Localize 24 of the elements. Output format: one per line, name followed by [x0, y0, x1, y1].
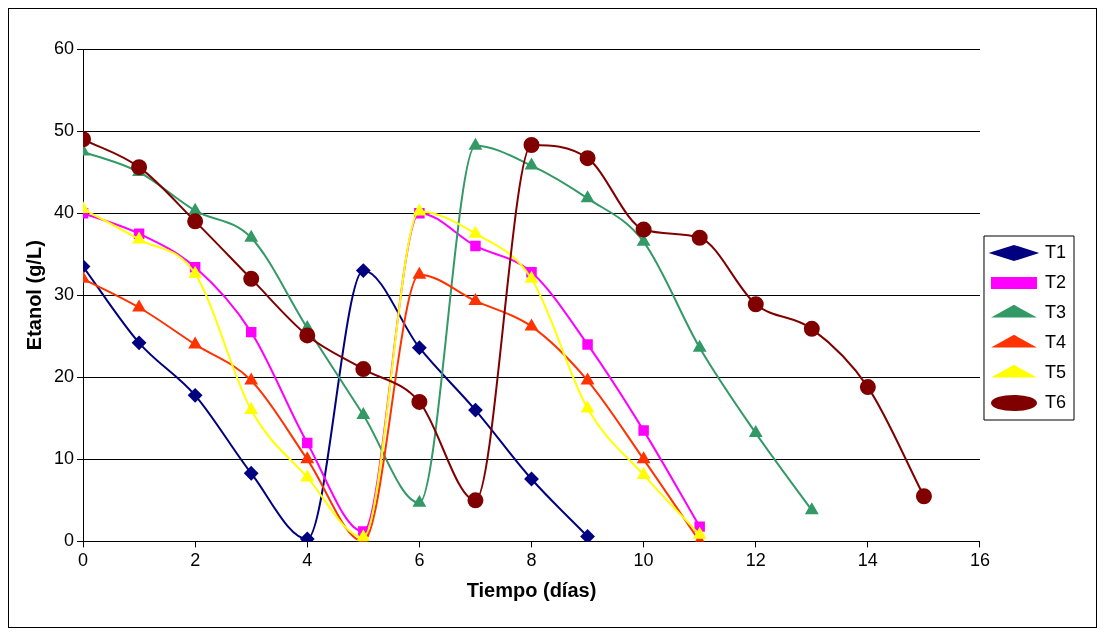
y-tick-label: 50	[53, 120, 75, 141]
y-tick-label: 30	[53, 284, 75, 305]
x-tick-label: 2	[190, 550, 201, 571]
legend-label: T6	[1044, 391, 1067, 412]
legend-label: T2	[1044, 271, 1067, 292]
x-tick-label: 14	[857, 550, 878, 571]
x-tick-label: 8	[526, 550, 537, 571]
y-tick-label: 60	[53, 37, 75, 58]
x-axis-title: Tiempo (días)	[466, 578, 597, 601]
x-tick-label: 10	[633, 550, 654, 571]
y-tick-label: 10	[53, 448, 75, 469]
x-tick-label: 16	[969, 550, 991, 571]
legend-label: T1	[1044, 241, 1067, 262]
x-tick-label: 6	[414, 550, 425, 571]
y-tick-label: 20	[53, 366, 75, 387]
legend-label: T5	[1044, 361, 1067, 382]
legend-label: T3	[1044, 301, 1067, 322]
legend-label: T4	[1044, 331, 1067, 352]
y-tick-label: 40	[53, 202, 75, 223]
x-tick-label: 12	[745, 550, 766, 571]
y-axis-title: Etanol (g/L)	[22, 240, 45, 351]
y-tick-label: 0	[64, 530, 75, 551]
x-tick-label: 0	[78, 550, 89, 571]
x-tick-label: 4	[302, 550, 313, 571]
